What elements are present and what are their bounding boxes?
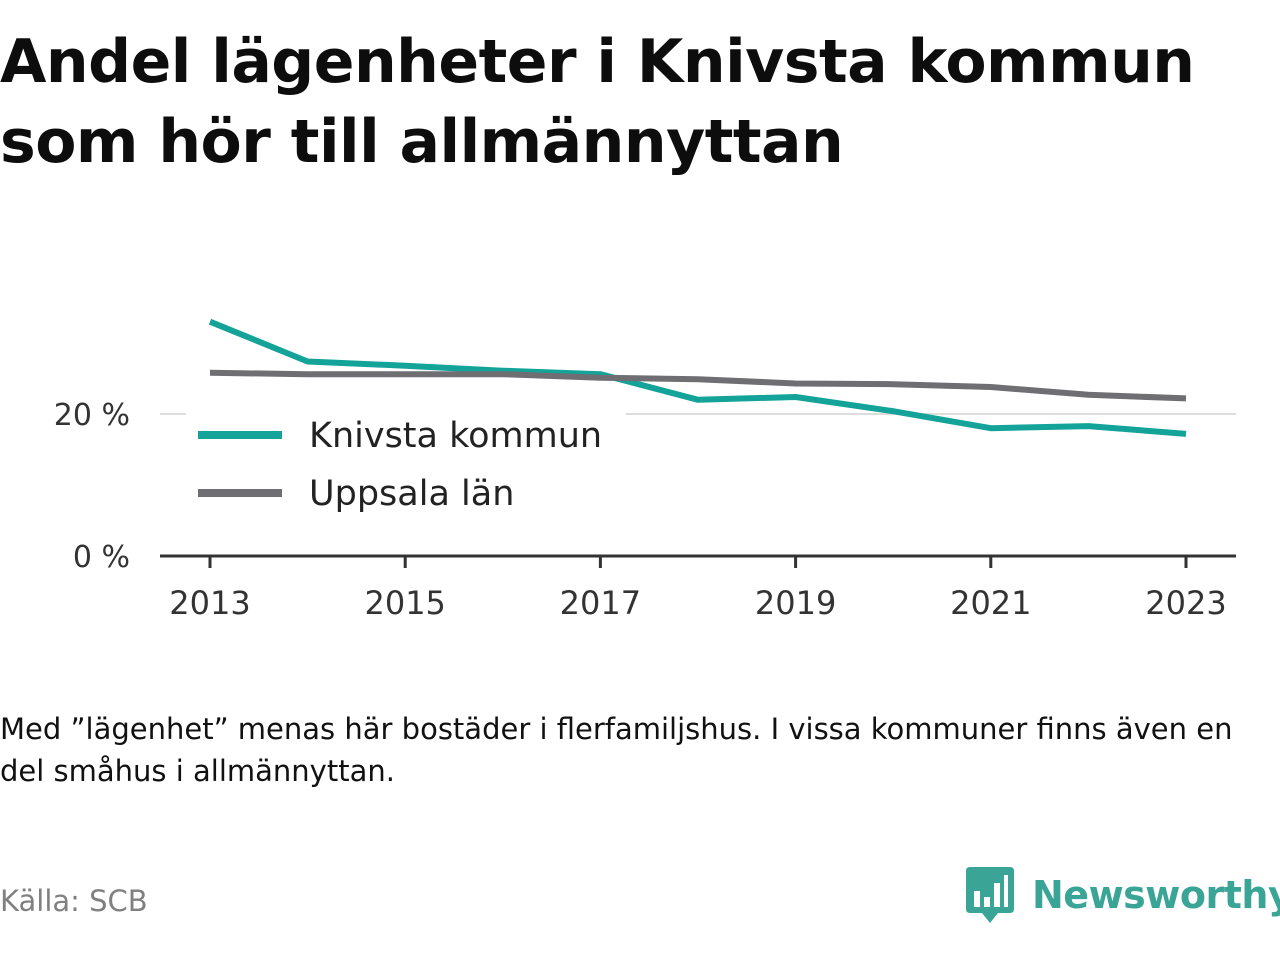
legend-background [186,404,626,536]
logo-text: Newsworthy [1032,873,1280,917]
x-tick-label-2021: 2021 [950,584,1031,622]
x-tick-label-2019: 2019 [755,584,836,622]
newsworthy-logo[interactable]: Newsworthy [964,864,1280,926]
chart-title: Andel lägenheter i Knivsta kommun som hö… [0,27,1195,177]
source-label: Källa: SCB [0,884,148,918]
x-tick-label-2023: 2023 [1145,584,1226,622]
series-lines [208,318,1187,437]
legend: Knivsta kommun Uppsala län [186,404,626,536]
y-tick-label-20: 20 % [54,398,130,433]
series-line-uppsala [209,369,1187,402]
x-tick-label-2013: 2013 [169,584,250,622]
x-tick-label-2017: 2017 [560,584,641,622]
legend-label-1: Uppsala län [309,474,514,514]
series-line-knivsta [208,318,1187,437]
x-axis-ticks: 2013 2015 2017 2019 2021 2023 [169,556,1227,622]
y-tick-label-0: 0 % [73,540,130,575]
footnote: Med ”lägenhet” menas här bostäder i fler… [0,712,1233,788]
y-axis-ticks: 0 % 20 % [54,398,130,575]
x-tick-label-2015: 2015 [364,584,445,622]
bar-chart-speech-bubble-icon [966,867,1014,923]
legend-label-0: Knivsta kommun [309,416,602,456]
